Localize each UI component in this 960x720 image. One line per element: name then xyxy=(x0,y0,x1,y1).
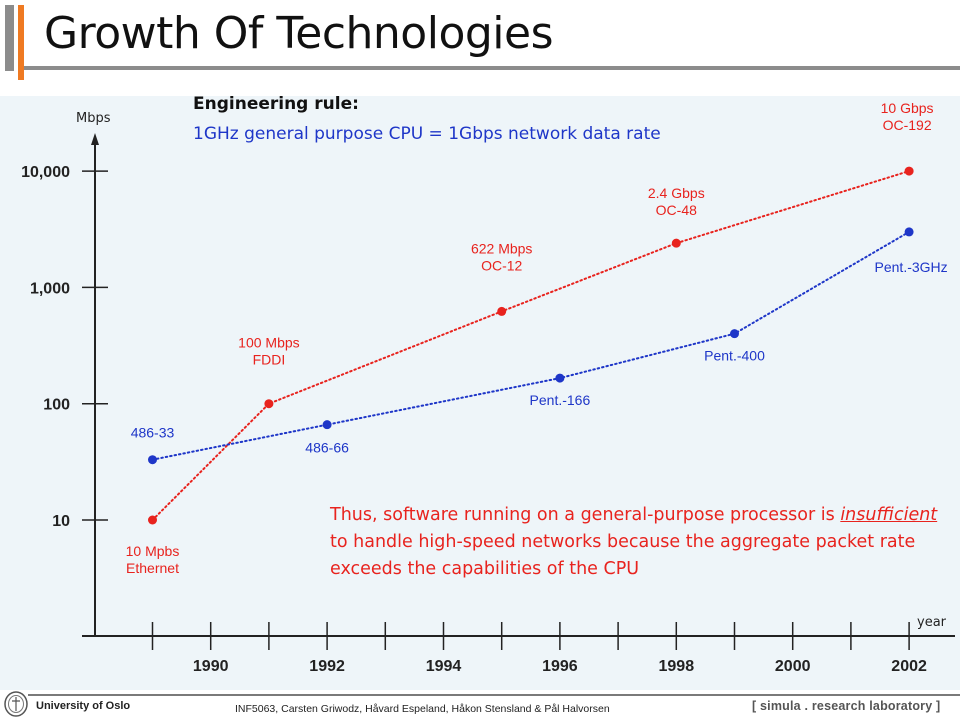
cpu-point-label: 486-66 xyxy=(305,440,349,456)
network-point-label: 2.4 Gbps xyxy=(648,185,705,201)
x-tick-label: 1990 xyxy=(193,658,229,675)
cpu-point-label: Pent.-3GHz xyxy=(875,259,948,275)
title-rule xyxy=(24,66,960,70)
network-point xyxy=(497,306,507,316)
network-point xyxy=(264,399,274,409)
cpu-point xyxy=(904,227,914,237)
y-axis-label: Mbps xyxy=(76,111,111,126)
network-point-label: OC-192 xyxy=(883,117,932,133)
y-tick-label: 100 xyxy=(43,397,70,414)
cpu-point-label: 486-33 xyxy=(131,425,175,441)
title-accent-gray xyxy=(5,5,14,71)
x-tick-label: 1992 xyxy=(309,658,345,675)
network-point-label: Ethernet xyxy=(126,560,179,576)
cpu-point-label: Pent.-400 xyxy=(704,348,765,364)
y-tick-label: 1,000 xyxy=(30,280,70,297)
conclusion-text: Thus, software running on a general-purp… xyxy=(330,502,955,583)
series-layer xyxy=(148,166,914,525)
network-point-label: OC-12 xyxy=(481,257,522,273)
network-point xyxy=(148,515,157,525)
lab-logo: [ simula . research laboratory ] xyxy=(752,699,941,713)
axes: Mbps year 10 100 1,000 10,000 1990 1992 1994 1996… xyxy=(21,111,955,675)
y-tick-label: 10,000 xyxy=(21,164,70,181)
cpu-point xyxy=(148,455,157,465)
x-tick-label: 2000 xyxy=(775,658,811,675)
cpu-point xyxy=(555,373,565,383)
x-tick-label: 1996 xyxy=(542,658,578,675)
x-tick-label: 1994 xyxy=(426,658,462,675)
university-seal-icon xyxy=(4,691,28,717)
x-axis-label: year xyxy=(917,615,947,630)
network-point-label: 10 Gbps xyxy=(881,100,934,116)
y-axis-arrow xyxy=(91,133,99,145)
cpu-point-label: Pent.-166 xyxy=(530,392,591,408)
title-accent-orange xyxy=(18,5,24,80)
conclusion-emphasis: insufficient xyxy=(840,505,938,525)
network-point-label: 622 Mbps xyxy=(471,240,532,256)
network-point xyxy=(671,238,681,248)
cpu-point xyxy=(322,420,332,430)
network-point xyxy=(904,166,914,176)
y-tick-label: 10 xyxy=(52,513,70,530)
engineering-rule-heading: Engineering rule: xyxy=(193,94,359,114)
footer-rule xyxy=(28,694,960,696)
network-point-label: 10 Mpbs xyxy=(126,543,180,559)
chart-panel xyxy=(0,96,960,690)
title-accent-gap xyxy=(14,5,18,71)
course-credit: INF5063, Carsten Griwodz, Håvard Espelan… xyxy=(235,703,610,715)
network-point-label: OC-48 xyxy=(656,202,697,218)
page-title: Growth Of Technologies xyxy=(44,8,554,59)
x-tick-label: 2002 xyxy=(891,658,927,675)
x-tick-label: 1998 xyxy=(659,658,695,675)
network-point-label: 100 Mbps xyxy=(238,335,299,351)
university-name: University of Oslo xyxy=(36,700,131,712)
network-point-label: FDDI xyxy=(253,352,286,368)
conclusion-part1: Thus, software running on a general-purp… xyxy=(330,505,841,525)
engineering-rule-text: 1GHz general purpose CPU = 1Gbps network… xyxy=(193,124,661,144)
conclusion-part2: to handle high-speed networks because th… xyxy=(330,532,916,579)
cpu-point xyxy=(730,329,739,339)
